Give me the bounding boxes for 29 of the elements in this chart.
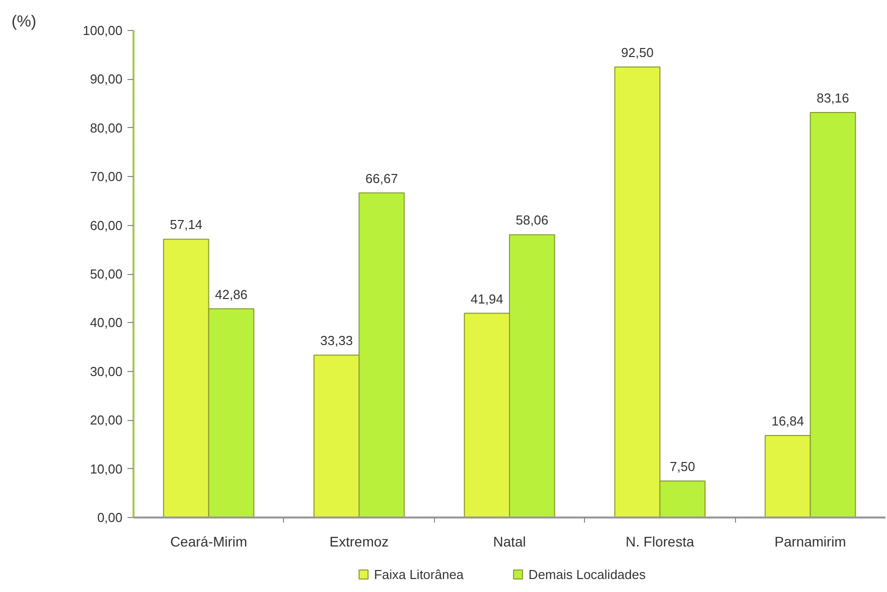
y-tick-label: 0,00: [97, 510, 123, 525]
y-tick-label: 100,00: [82, 23, 123, 38]
y-tick-label: 50,00: [90, 266, 123, 282]
y-tick-label: 10,00: [90, 461, 123, 476]
y-tick-label: 90,00: [90, 72, 123, 87]
y-tick-label: 40,00: [90, 315, 123, 330]
data-label: 92,50: [621, 45, 654, 60]
x-tick-label: Extremoz: [330, 534, 389, 550]
legend-label: Faixa Litorânea: [374, 567, 464, 582]
y-tick-label: 70,00: [90, 169, 123, 184]
y-tick-label: 30,00: [90, 364, 123, 379]
data-label: 7,50: [670, 458, 696, 474]
data-label: 83,16: [816, 90, 850, 106]
data-label: 33,33: [320, 333, 353, 348]
data-label: 57,14: [170, 217, 202, 232]
x-tick-label: N. Floresta: [626, 534, 694, 550]
y-axis-title: (%): [12, 14, 36, 30]
x-tick-label: Natal: [493, 534, 526, 550]
data-label: 58,06: [516, 212, 548, 228]
y-tick-label: 60,00: [90, 218, 123, 233]
legend-label: Demais Localidades: [528, 567, 646, 582]
y-tick-label: 80,00: [90, 120, 123, 136]
data-label: 42,86: [214, 286, 248, 302]
x-tick-label: Parnamirim: [774, 534, 846, 550]
data-label: 16,84: [771, 413, 804, 428]
y-tick-label: 20,00: [90, 412, 123, 428]
x-tick-label: Ceará-Mirim: [170, 534, 248, 550]
data-label: 66,67: [365, 170, 398, 186]
data-label: 41,94: [470, 291, 504, 306]
